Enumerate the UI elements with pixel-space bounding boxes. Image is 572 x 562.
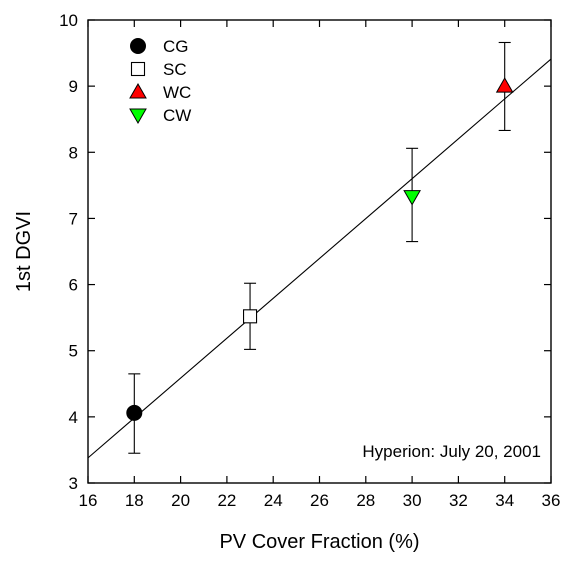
y-tick-label: 9	[69, 77, 78, 96]
y-tick-label: 6	[69, 276, 78, 295]
x-tick-label: 24	[264, 491, 283, 510]
annotation-text: Hyperion: July 20, 2001	[362, 442, 541, 461]
legend-marker-wc	[129, 82, 147, 99]
y-tick-label: 5	[69, 342, 78, 361]
x-tick-label: 18	[125, 491, 144, 510]
legend-item: CW	[129, 106, 191, 125]
x-tick-label: 28	[356, 491, 375, 510]
plot-frame	[87, 19, 552, 484]
legend-marker-cg	[130, 38, 146, 54]
x-tick-label: 16	[79, 491, 98, 510]
legend-label: CW	[163, 106, 191, 125]
legend-item: CG	[130, 37, 189, 56]
legend-marker-sc	[130, 61, 146, 77]
y-tick-label: 3	[69, 474, 78, 493]
x-tick-label: 36	[542, 491, 561, 510]
y-axis-title: 1st DGVI	[13, 211, 35, 292]
legend-marker-cw	[129, 108, 147, 125]
series-sc	[243, 282, 258, 350]
legend: CG SC WC CW	[129, 37, 191, 125]
y-tick-label: 8	[69, 143, 78, 162]
x-tick-label: 34	[495, 491, 514, 510]
x-axis-title: PV Cover Fraction (%)	[219, 531, 419, 553]
x-tick-label: 32	[449, 491, 468, 510]
legend-label: SC	[163, 60, 187, 79]
legend-item: SC	[130, 60, 187, 79]
series-cg	[126, 373, 143, 454]
legend-item: WC	[129, 82, 191, 102]
x-tick-label: 20	[171, 491, 190, 510]
legend-label: WC	[163, 83, 191, 102]
x-tick-label: 30	[403, 491, 422, 510]
regression-line	[87, 58, 552, 459]
x-ticks: 16 18 20 22 24 26 28 30 32 34 36	[79, 20, 561, 510]
data-points	[126, 41, 514, 454]
series-cw	[403, 147, 421, 243]
y-tick-label: 10	[59, 11, 78, 30]
data-point-cw	[403, 190, 421, 206]
fit-line-group	[87, 58, 552, 459]
y-ticks: 3 4 5 6 7 8 9 10	[59, 11, 551, 493]
data-point-cg	[126, 404, 143, 421]
x-tick-label: 26	[310, 491, 329, 510]
data-point-sc	[243, 309, 258, 324]
data-point-wc	[495, 77, 514, 93]
y-tick-label: 4	[69, 408, 78, 427]
series-wc	[495, 41, 514, 132]
y-tick-label: 7	[69, 209, 78, 228]
x-tick-label: 22	[217, 491, 236, 510]
legend-label: CG	[163, 37, 189, 56]
